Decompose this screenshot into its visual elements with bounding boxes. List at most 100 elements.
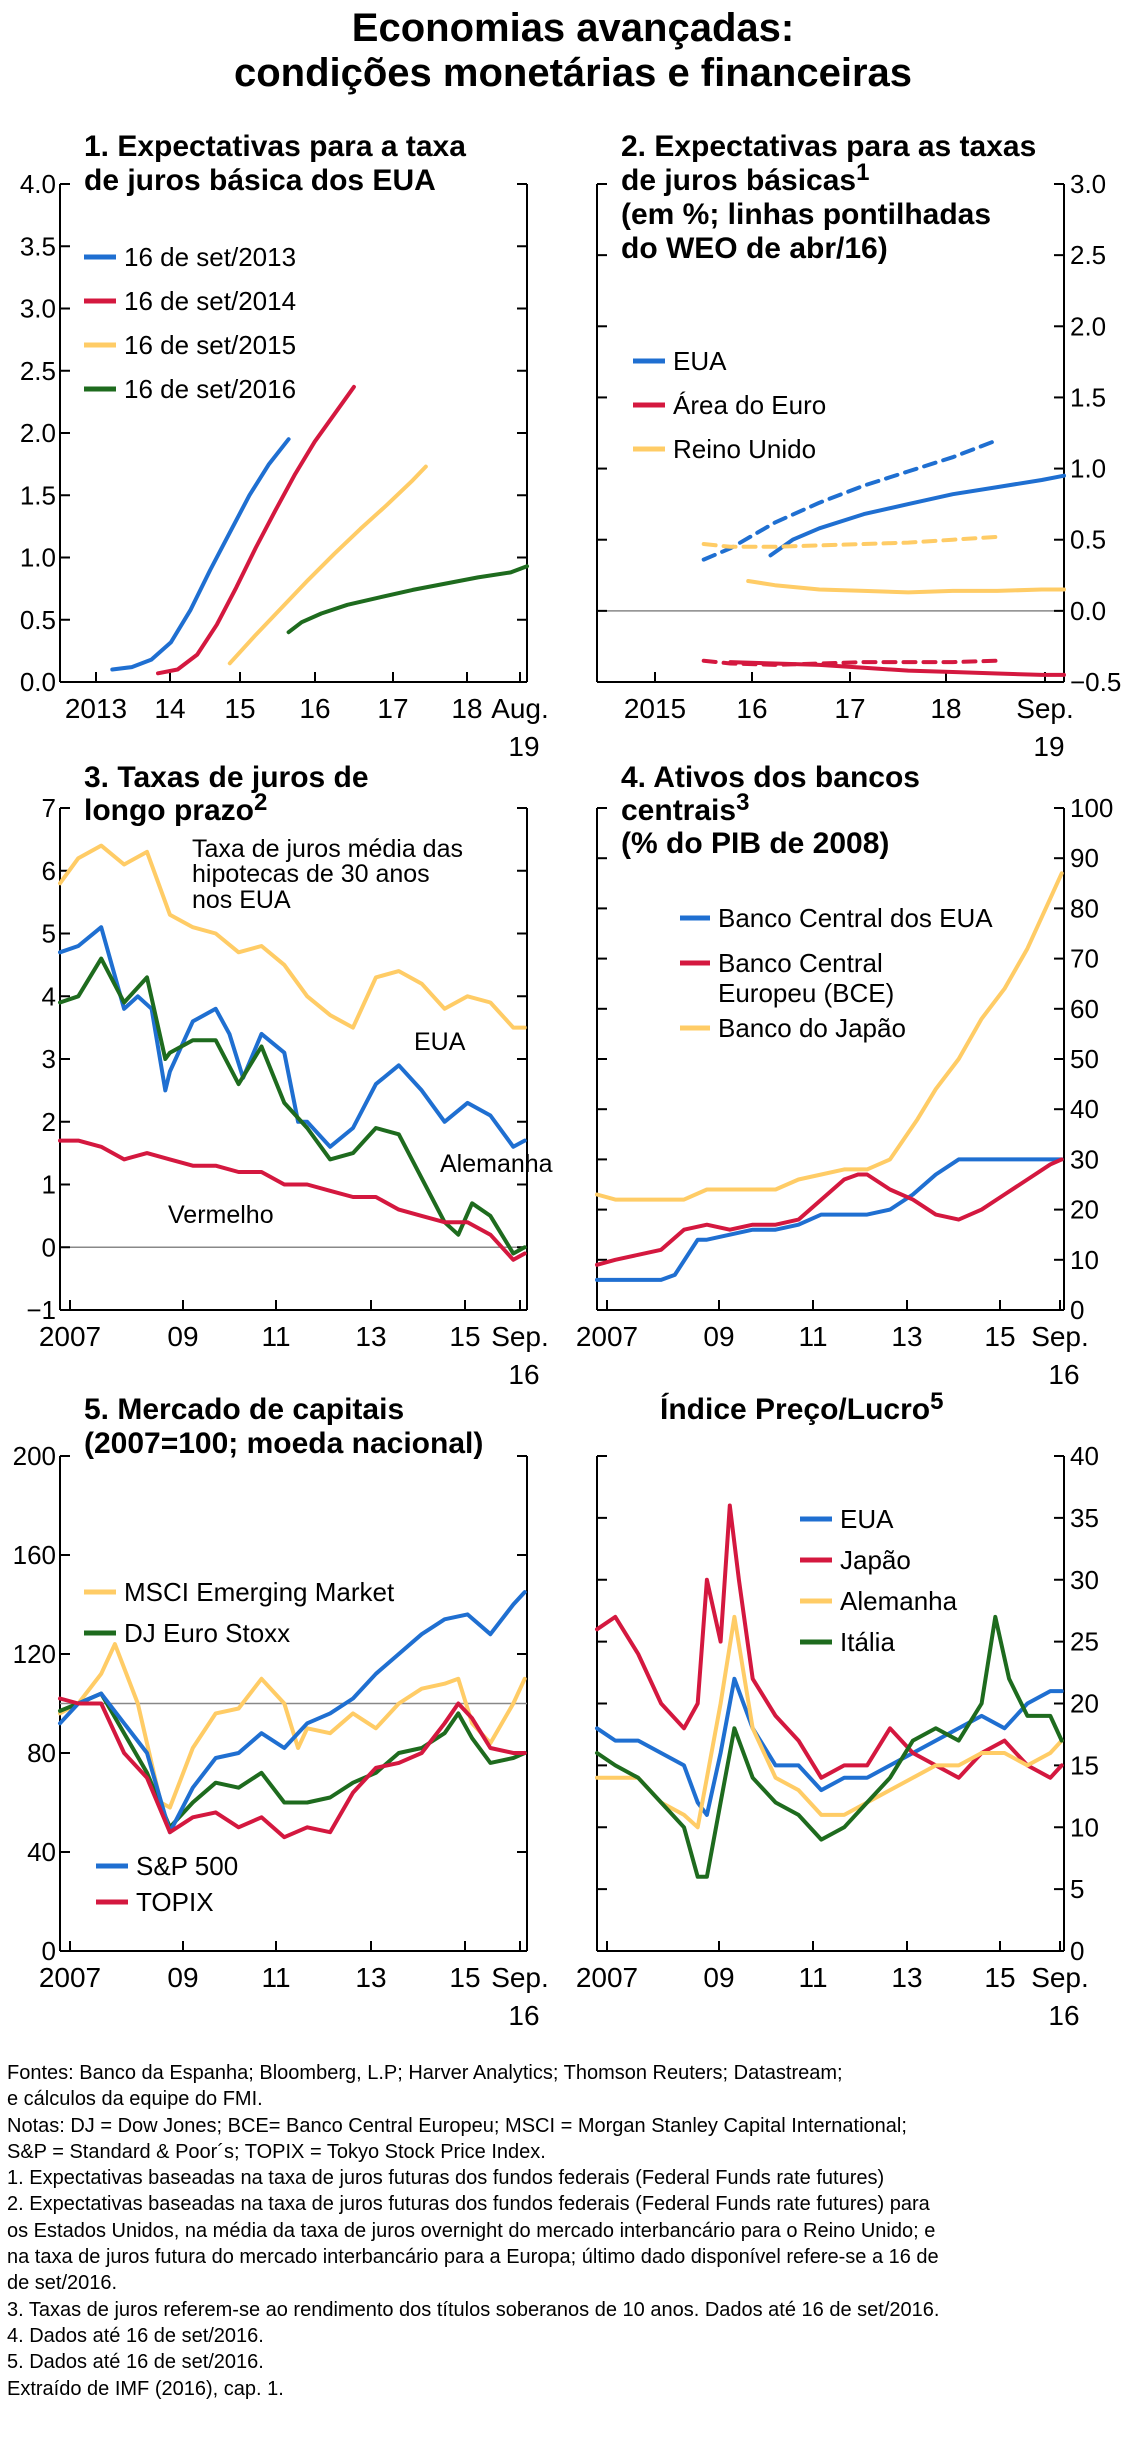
series-line [595,1676,1064,1817]
y-tick-label: 20 [1070,1689,1099,1719]
x-tick-label: Sep. [1031,1321,1089,1352]
series-line [701,658,1000,667]
y-tick-label: 6 [42,856,56,886]
legend-label: Banco Central [718,948,883,978]
footnotes: Fontes: Banco da Espanha; Bloomberg, L.P… [7,2060,1137,2402]
footnote-ref: 2 [254,789,267,816]
x-tick-label: 11 [798,1962,827,1993]
y-tick-label: 4.0 [20,169,56,199]
panel-title-line: Índice Preço/Lucro5 [660,1388,943,1426]
legend-label: 16 de set/2016 [124,374,296,404]
footnote-line: Notas: DJ = Dow Jones; BCE= Banco Centra… [7,2114,907,2137]
x-tick-label: 2007 [576,1321,638,1352]
panel-title-line: longo prazo2 [84,789,267,827]
legend-label: DJ Euro Stoxx [124,1618,290,1648]
panel-title-line: do WEO de abr/16) [621,232,888,265]
x-tick-sublabel: 16 [508,1359,539,1390]
panel-title-line: 1. Expectativas para a taxa [84,130,466,163]
x-tick-label: 2007 [39,1321,101,1352]
y-tick-label: −1 [26,1295,56,1325]
x-tick-label: 15 [984,1321,1015,1352]
y-tick-label: 2.5 [1070,240,1106,270]
annotation-label: hipotecas de 30 anos [192,860,430,888]
footnote-line: os Estados Unidos, na média da taxa de j… [7,2219,936,2242]
x-tick-label: 2013 [65,693,127,724]
series-line [746,579,1066,595]
annotation-label: EUA [414,1028,466,1056]
y-tick-label: 60 [1070,994,1099,1024]
x-tick-label: 17 [377,693,408,724]
panel-title-line: 2. Expectativas para as taxas [621,130,1036,163]
y-tick-label: 4 [42,981,56,1011]
x-tick-label: Sep. [491,1962,549,1993]
x-tick-label: 09 [167,1962,198,1993]
y-tick-label: 1.5 [20,480,56,510]
y-tick-label: 160 [13,1540,56,1570]
legend-label: Europeu (BCE) [718,978,894,1008]
annotation-label: Alemanha [440,1150,553,1178]
series-line [701,438,1000,562]
y-tick-label: 40 [1070,1441,1099,1471]
y-tick-label: 15 [1070,1750,1099,1780]
panel-title-line: 5. Mercado de capitais [84,1393,404,1426]
legend-label: EUA [840,1504,894,1534]
y-tick-label: 90 [1070,843,1099,873]
legend-label: 16 de set/2013 [124,242,296,272]
y-tick-label: 0 [1070,1295,1084,1325]
series-line [58,1138,527,1262]
footnote-line: de set/2016. [7,2272,118,2295]
series-line [58,1590,527,1835]
series-line [58,843,527,1030]
series-line [728,660,1066,677]
legend-label: Japão [840,1545,911,1575]
y-tick-label: 2.0 [20,418,56,448]
y-tick-label: 1.0 [20,543,56,573]
x-tick-sublabel: 19 [508,731,539,762]
x-tick-label: 2015 [624,693,686,724]
x-tick-label: 15 [984,1962,1015,1993]
y-tick-label: −0.5 [1070,667,1121,697]
series-line [58,1691,527,1830]
footnote-line: S&P = Standard & Poor´s; TOPIX = Tokyo S… [7,2140,546,2163]
x-tick-label: 15 [449,1321,480,1352]
x-tick-label: 14 [154,693,185,724]
series-line [595,1157,1064,1267]
panel-title-line: (em %; linhas pontilhadas [621,198,991,231]
x-tick-label: 13 [355,1321,386,1352]
legend-label: 16 de set/2015 [124,330,296,360]
y-tick-label: 3.5 [20,231,56,261]
y-tick-label: 1.5 [1070,382,1106,412]
y-tick-label: 80 [1070,893,1099,923]
x-tick-sublabel: 16 [1048,1359,1079,1390]
y-tick-label: 10 [1070,1812,1099,1842]
legend-label: S&P 500 [136,1851,238,1881]
panel-title-line: centrais3 [621,789,749,827]
footnote-line: 5. Dados até 16 de set/2016. [7,2351,264,2374]
footnote-line: 4. Dados até 16 de set/2016. [7,2324,264,2347]
panel-title-line: 4. Ativos dos bancos [621,761,920,794]
y-tick-label: 2.0 [1070,311,1106,341]
y-tick-label: 0 [1070,1936,1084,1966]
x-tick-label: 13 [891,1321,922,1352]
main-title-line1: Economias avançadas: [351,6,795,50]
y-tick-label: 100 [1070,793,1113,823]
y-tick-label: 2 [42,1107,56,1137]
y-tick-label: 35 [1070,1503,1099,1533]
panel-title-line: 3. Taxas de juros de [84,761,369,794]
x-tick-label: 13 [355,1962,386,1993]
y-tick-label: 30 [1070,1144,1099,1174]
legend-label: EUA [673,346,727,376]
x-tick-label: Aug. [491,693,549,724]
legend-label: Reino Unido [673,434,816,464]
y-tick-label: 5 [1070,1874,1084,1904]
x-tick-label: 2007 [39,1962,101,1993]
series-line [768,473,1066,558]
legend-label: Área do Euro [673,390,826,420]
series-line [595,871,1064,1202]
x-tick-label: 16 [299,693,330,724]
annotation-label: nos EUA [192,886,291,914]
x-tick-label: 09 [703,1321,734,1352]
x-tick-label: 11 [261,1962,290,1993]
x-tick-label: 2007 [576,1962,638,1993]
legend-label: Alemanha [840,1586,958,1616]
